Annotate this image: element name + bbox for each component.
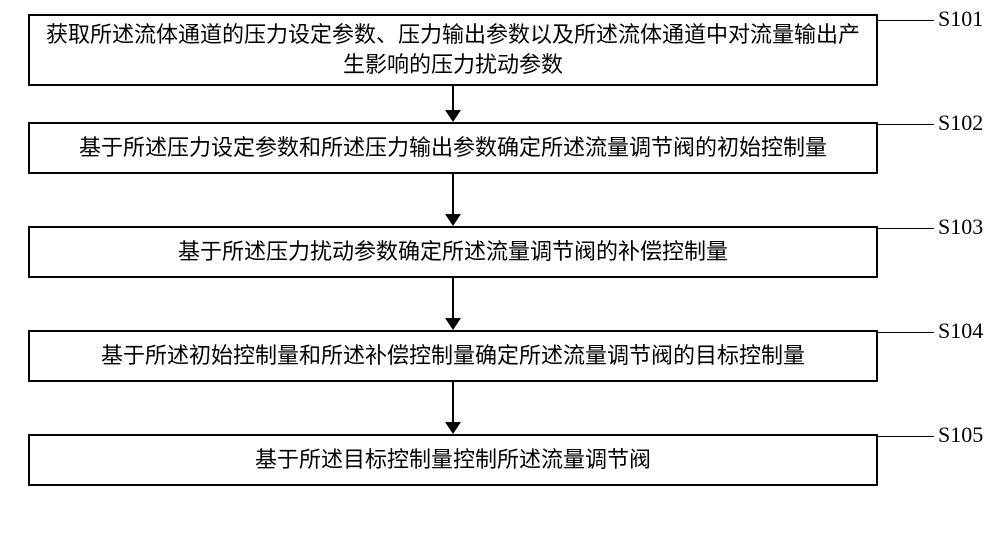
step-label-S103: S103 (938, 214, 983, 240)
flowchart-canvas: 获取所述流体通道的压力设定参数、压力输出参数以及所述流体通道中对流量输出产生影响… (0, 0, 1000, 538)
leader-line-S101 (878, 20, 934, 21)
flow-step-text: 基于所述初始控制量和所述补偿控制量确定所述流量调节阀的目标控制量 (101, 341, 805, 371)
flow-step-S105: 基于所述目标控制量控制所述流量调节阀 (28, 434, 878, 486)
step-label-S104: S104 (938, 318, 983, 344)
flow-step-S104: 基于所述初始控制量和所述补偿控制量确定所述流量调节阀的目标控制量 (28, 330, 878, 382)
flow-step-text: 基于所述压力设定参数和所述压力输出参数确定所述流量调节阀的初始控制量 (79, 133, 827, 163)
flow-step-S103: 基于所述压力扰动参数确定所述流量调节阀的补偿控制量 (28, 226, 878, 278)
leader-line-S105 (878, 436, 934, 437)
arrow-S104-S105 (445, 382, 461, 434)
leader-line-S104 (878, 332, 934, 333)
arrow-S103-S104 (445, 278, 461, 330)
step-label-S101: S101 (938, 6, 983, 32)
leader-line-S102 (878, 124, 934, 125)
leader-line-S103 (878, 228, 934, 229)
flow-step-text: 获取所述流体通道的压力设定参数、压力输出参数以及所述流体通道中对流量输出产生影响… (38, 20, 868, 79)
arrow-S102-S103 (445, 174, 461, 226)
flow-step-text: 基于所述压力扰动参数确定所述流量调节阀的补偿控制量 (178, 237, 728, 267)
step-label-S102: S102 (938, 110, 983, 136)
flow-step-text: 基于所述目标控制量控制所述流量调节阀 (255, 445, 651, 475)
step-label-S105: S105 (938, 422, 983, 448)
arrow-S101-S102 (445, 86, 461, 122)
flow-step-S101: 获取所述流体通道的压力设定参数、压力输出参数以及所述流体通道中对流量输出产生影响… (28, 14, 878, 86)
flow-step-S102: 基于所述压力设定参数和所述压力输出参数确定所述流量调节阀的初始控制量 (28, 122, 878, 174)
